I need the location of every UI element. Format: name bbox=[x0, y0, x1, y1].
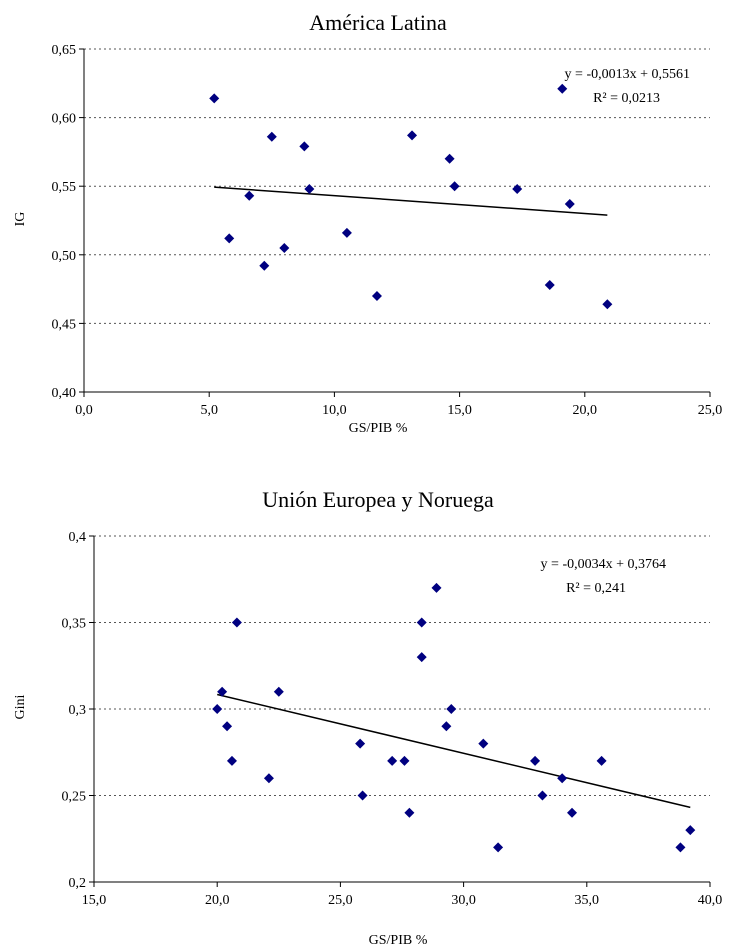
data-point bbox=[449, 181, 460, 192]
x-axis-label: GS/PIB % bbox=[369, 933, 428, 948]
data-point bbox=[387, 755, 398, 766]
data-point bbox=[273, 686, 284, 697]
trendline bbox=[214, 186, 608, 216]
data-point bbox=[222, 721, 233, 732]
x-tick-label: 20,0 bbox=[573, 403, 598, 418]
y-axis-label: Gini bbox=[13, 694, 28, 719]
data-point bbox=[304, 183, 315, 194]
data-point bbox=[530, 755, 541, 766]
y-tick-label: 0,3 bbox=[69, 703, 87, 718]
data-point bbox=[675, 842, 686, 853]
data-point bbox=[602, 299, 613, 310]
y-tick-label: 0,35 bbox=[62, 617, 87, 632]
data-point bbox=[596, 755, 607, 766]
data-point bbox=[217, 686, 228, 697]
trendline bbox=[217, 693, 691, 809]
chart-union-europea-noruega: Unión Europea y Noruega GS/PIB % Gini y … bbox=[13, 487, 722, 948]
chart-title: Unión Europea y Noruega bbox=[262, 487, 494, 512]
data-point bbox=[259, 260, 270, 271]
data-point bbox=[493, 842, 504, 853]
x-tick-label: 5,0 bbox=[200, 403, 218, 418]
data-point bbox=[371, 290, 382, 301]
r-squared-label: R² = 0,241 bbox=[566, 581, 626, 596]
y-tick-label: 0,40 bbox=[52, 386, 77, 401]
x-tick-label: 15,0 bbox=[82, 893, 107, 908]
chart-title: América Latina bbox=[309, 10, 447, 35]
data-point bbox=[224, 233, 235, 244]
data-point bbox=[537, 790, 548, 801]
data-point bbox=[567, 807, 578, 818]
trendline-equation: y = -0,0013x + 0,5561 bbox=[565, 67, 690, 82]
y-tick-label: 0,50 bbox=[52, 249, 77, 264]
x-tick-label: 25,0 bbox=[698, 403, 723, 418]
data-point bbox=[557, 773, 568, 784]
y-tick-label: 0,2 bbox=[69, 876, 87, 891]
y-tick-label: 0,25 bbox=[62, 790, 87, 805]
x-tick-label: 40,0 bbox=[698, 893, 723, 908]
x-axis-label: GS/PIB % bbox=[349, 421, 408, 436]
y-tick-label: 0,55 bbox=[52, 180, 77, 195]
x-tick-label: 35,0 bbox=[575, 893, 600, 908]
x-tick-label: 10,0 bbox=[322, 403, 347, 418]
data-point bbox=[557, 83, 568, 94]
x-tick-label: 15,0 bbox=[447, 403, 472, 418]
r-squared-label: R² = 0,0213 bbox=[593, 91, 660, 106]
data-point bbox=[399, 755, 410, 766]
y-tick-label: 0,60 bbox=[52, 112, 77, 127]
data-point bbox=[685, 825, 696, 836]
data-point bbox=[444, 153, 455, 164]
data-point bbox=[416, 617, 427, 628]
data-point bbox=[341, 227, 352, 238]
data-point bbox=[512, 183, 523, 194]
data-point bbox=[231, 617, 242, 628]
x-tick-label: 0,0 bbox=[75, 403, 93, 418]
data-point bbox=[544, 279, 555, 290]
data-point bbox=[407, 130, 418, 141]
data-point bbox=[263, 773, 274, 784]
data-point bbox=[441, 721, 452, 732]
data-point bbox=[212, 704, 223, 714]
data-point bbox=[564, 199, 575, 210]
data-point bbox=[266, 131, 277, 142]
data-point bbox=[357, 790, 368, 801]
y-tick-label: 0,45 bbox=[52, 317, 77, 332]
x-tick-label: 30,0 bbox=[451, 893, 476, 908]
data-point bbox=[244, 190, 255, 201]
data-point bbox=[416, 652, 427, 663]
y-tick-label: 0,65 bbox=[52, 43, 77, 58]
data-point bbox=[446, 704, 457, 714]
y-tick-label: 0,4 bbox=[69, 530, 87, 545]
y-axis-label: IG bbox=[13, 212, 28, 227]
data-point bbox=[299, 141, 310, 152]
data-point bbox=[355, 738, 366, 749]
data-point bbox=[226, 755, 237, 766]
data-point bbox=[209, 93, 220, 104]
x-tick-label: 20,0 bbox=[205, 893, 230, 908]
data-point bbox=[404, 807, 415, 818]
data-point bbox=[478, 738, 489, 749]
x-tick-label: 25,0 bbox=[328, 893, 353, 908]
data-point bbox=[431, 582, 442, 593]
chart-america-latina: América Latina GS/PIB % IG y = -0,0013x … bbox=[13, 10, 722, 436]
data-point bbox=[279, 242, 290, 253]
trendline-equation: y = -0,0034x + 0,3764 bbox=[541, 557, 666, 572]
